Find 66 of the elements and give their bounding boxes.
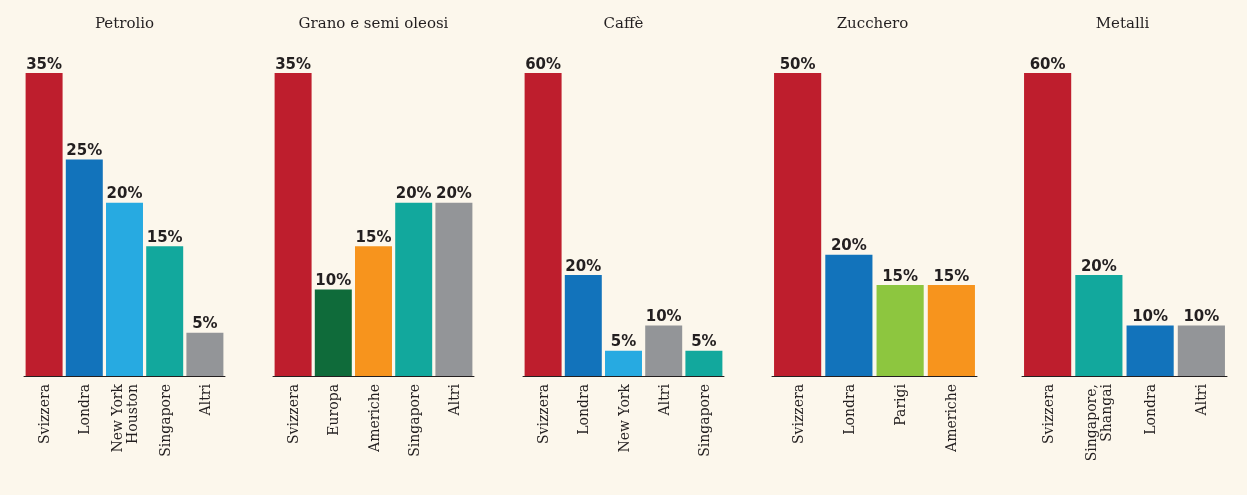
- x-tick-label: New York Houston: [109, 383, 140, 453]
- bar: [106, 202, 143, 376]
- x-tick-label: Svizzera: [789, 384, 806, 445]
- bar: [395, 202, 433, 376]
- data-label: 10%: [1182, 307, 1219, 325]
- data-label: 10%: [1131, 307, 1168, 325]
- data-label: 20%: [565, 256, 602, 275]
- chart-title: Grano e semi oleosi: [298, 13, 449, 32]
- data-label: 50%: [779, 54, 816, 73]
- bar: [25, 73, 63, 376]
- x-tick-label: Singapore: [156, 384, 173, 457]
- data-label: 35%: [275, 54, 312, 73]
- x-tick-label: Londra: [575, 384, 592, 435]
- x-tick-label: Svizzera: [1039, 384, 1056, 445]
- x-tick-label: Americhe: [943, 384, 960, 453]
- bar: [315, 289, 353, 376]
- bar: [685, 350, 723, 376]
- data-label: 5%: [192, 314, 218, 333]
- chart-title: Caffè: [603, 13, 644, 32]
- x-tick-label: Singapore: [695, 384, 712, 457]
- x-tick-label: Altri: [446, 383, 463, 417]
- x-tick-label: Singapore, Shangai: [1082, 383, 1114, 462]
- data-label: 60%: [1029, 54, 1066, 73]
- x-tick-label: Altri: [655, 383, 672, 417]
- x-tick-label: Altri: [196, 383, 213, 417]
- data-label: 25%: [66, 141, 103, 160]
- x-tick-label: Londra: [1141, 384, 1158, 435]
- x-tick-label: Svizzera: [36, 384, 53, 445]
- x-tick-label: Europa: [325, 384, 342, 436]
- bar: [146, 246, 184, 376]
- data-label: 20%: [1080, 256, 1117, 275]
- bar: [186, 332, 224, 376]
- bar: [524, 73, 562, 376]
- x-tick-label: Parigi: [892, 383, 909, 426]
- data-label: 10%: [645, 307, 682, 325]
- chart-title: Zucchero: [836, 13, 909, 32]
- bar: [355, 246, 393, 376]
- data-label: 15%: [355, 227, 392, 246]
- x-tick-label: Singapore: [406, 384, 423, 457]
- x-tick-label: Altri: [1192, 383, 1209, 417]
- data-label: 15%: [933, 266, 970, 285]
- x-tick-label: Svizzera: [534, 384, 551, 445]
- bar: [65, 159, 103, 376]
- data-label: 60%: [524, 54, 561, 73]
- chart-title: Metalli: [1095, 13, 1150, 32]
- data-label: 20%: [396, 184, 433, 203]
- chart-title: Petrolio: [94, 13, 155, 32]
- x-tick-label: New York: [615, 383, 632, 453]
- data-label: 15%: [882, 266, 919, 285]
- data-label: 5%: [610, 332, 637, 351]
- bar: [435, 202, 473, 376]
- x-tick-label: Londra: [76, 384, 93, 435]
- x-tick-label: Londra: [841, 384, 858, 435]
- data-label: 20%: [436, 184, 473, 203]
- data-label: 35%: [26, 54, 63, 73]
- bar: [564, 275, 602, 376]
- bar: [604, 350, 642, 376]
- data-label: 5%: [690, 332, 717, 351]
- bar: [644, 325, 682, 376]
- data-label: 20%: [831, 236, 867, 255]
- data-label: 15%: [146, 227, 183, 246]
- data-label: 10%: [315, 270, 352, 289]
- data-label: 20%: [106, 184, 143, 203]
- x-tick-label: Svizzera: [285, 384, 302, 445]
- x-tick-label: Americhe: [365, 384, 382, 453]
- bar: [275, 73, 312, 376]
